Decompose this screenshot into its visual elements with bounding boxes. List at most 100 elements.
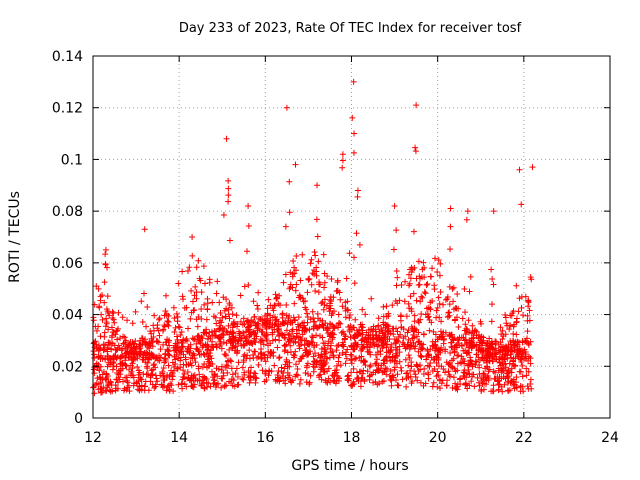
data-point	[504, 374, 511, 381]
data-point	[438, 380, 445, 387]
data-point	[330, 377, 337, 384]
data-point	[189, 252, 196, 259]
data-point	[125, 382, 132, 389]
data-point	[310, 353, 317, 360]
data-point	[378, 326, 385, 333]
data-point	[293, 252, 300, 259]
data-point	[113, 385, 120, 392]
data-point	[276, 337, 283, 344]
data-point	[104, 293, 111, 300]
data-point	[246, 340, 253, 347]
data-point	[446, 371, 453, 378]
data-point	[476, 382, 483, 389]
data-point	[406, 354, 413, 361]
data-point	[221, 383, 228, 390]
data-point	[492, 375, 499, 382]
data-point	[277, 375, 284, 382]
data-point	[281, 342, 288, 349]
data-point	[304, 360, 311, 367]
data-point	[250, 318, 257, 325]
data-point	[309, 339, 316, 346]
data-point	[272, 317, 279, 324]
data-point	[226, 237, 233, 244]
data-point	[265, 372, 272, 379]
data-point	[517, 368, 524, 375]
data-point	[460, 355, 467, 362]
data-point	[305, 370, 312, 377]
data-point	[470, 334, 477, 341]
data-point	[192, 359, 199, 366]
data-point	[442, 346, 449, 353]
data-point	[528, 276, 535, 283]
data-point	[186, 349, 193, 356]
data-point	[430, 328, 437, 335]
data-point	[343, 275, 350, 282]
data-point	[392, 346, 399, 353]
data-point	[480, 370, 487, 377]
data-point	[251, 348, 258, 355]
data-point	[353, 369, 360, 376]
data-point	[375, 315, 382, 322]
data-point	[499, 360, 506, 367]
data-point	[312, 288, 319, 295]
data-point	[215, 334, 222, 341]
data-point	[138, 376, 145, 383]
y-axis-label: ROTI / TECUs	[7, 191, 23, 283]
data-point	[115, 374, 122, 381]
data-point	[410, 331, 417, 338]
data-point	[254, 305, 261, 312]
data-point	[201, 385, 208, 392]
data-point	[184, 348, 191, 355]
data-point	[406, 305, 413, 312]
data-point	[525, 340, 532, 347]
data-point	[183, 383, 190, 390]
data-point	[506, 360, 513, 367]
data-point	[299, 251, 306, 258]
data-point	[464, 385, 471, 392]
data-point	[510, 378, 517, 385]
data-point	[154, 378, 161, 385]
data-point	[272, 376, 279, 383]
data-point	[286, 178, 293, 185]
data-point	[437, 289, 444, 296]
data-point	[332, 367, 339, 374]
data-point	[189, 298, 196, 305]
data-point	[321, 270, 328, 277]
data-point	[488, 318, 495, 325]
data-point	[526, 307, 533, 314]
data-point	[178, 328, 185, 335]
data-point	[235, 381, 242, 388]
data-point	[318, 300, 325, 307]
data-point	[433, 360, 440, 367]
data-point	[465, 344, 472, 351]
data-point	[394, 371, 401, 378]
data-point	[312, 350, 319, 357]
data-point	[348, 369, 355, 376]
data-point	[508, 354, 515, 361]
data-point	[501, 356, 508, 363]
data-point	[437, 260, 444, 267]
data-point	[148, 330, 155, 337]
data-point	[511, 363, 518, 370]
data-point	[391, 202, 398, 209]
data-point	[195, 257, 202, 264]
data-point	[103, 319, 110, 326]
data-point	[403, 375, 410, 382]
data-point	[277, 302, 284, 309]
data-point	[402, 278, 409, 285]
data-point	[395, 333, 402, 340]
y-tick-label: 0.02	[52, 359, 83, 375]
data-point	[413, 275, 420, 282]
data-point	[264, 311, 271, 318]
data-point	[188, 287, 195, 294]
data-point	[96, 304, 103, 311]
data-point	[327, 305, 334, 312]
data-point	[130, 374, 137, 381]
data-point	[353, 376, 360, 383]
data-point	[393, 268, 400, 275]
data-point	[290, 258, 297, 265]
data-point	[466, 288, 473, 295]
data-point	[318, 345, 325, 352]
data-point	[489, 301, 496, 308]
data-point	[452, 380, 459, 387]
